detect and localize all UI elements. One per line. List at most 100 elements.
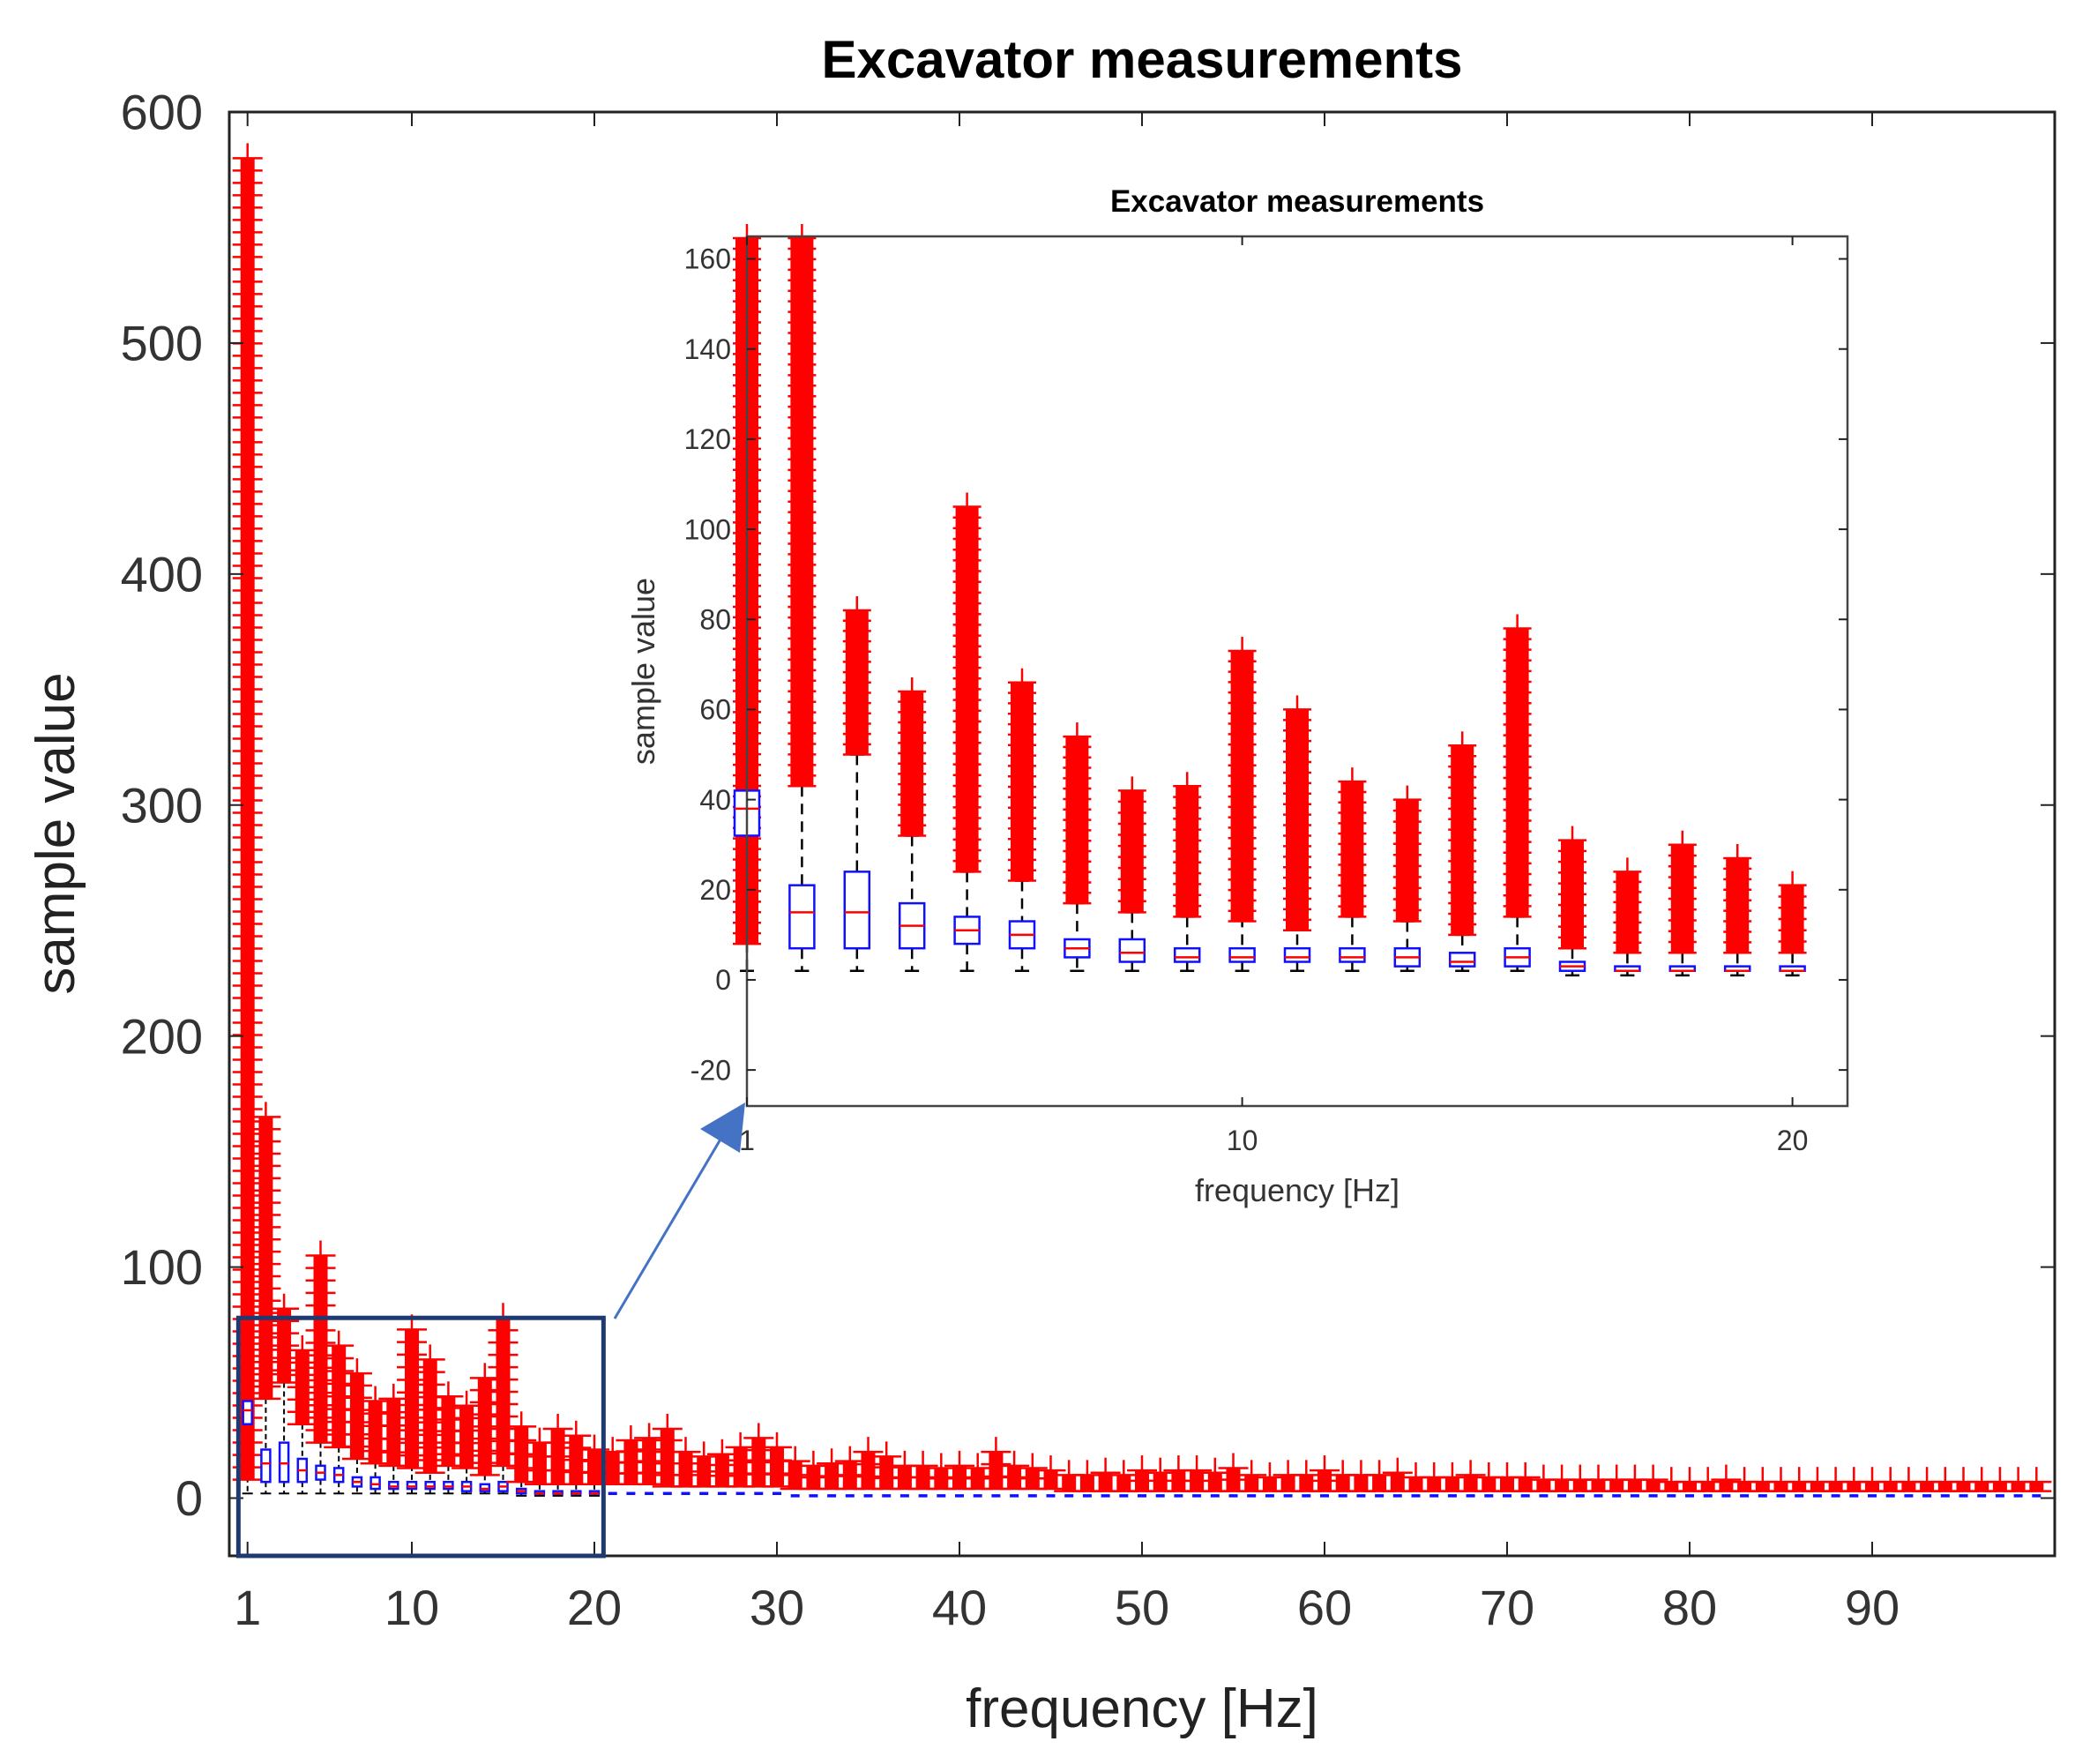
outlier-band (770, 1446, 784, 1487)
outlier-band (1591, 1479, 1606, 1491)
outlier-band (1664, 1482, 1679, 1491)
outlier-band (1427, 1476, 1442, 1491)
outlier-band (1043, 1470, 1058, 1490)
main-x-axis-label: frequency [Hz] (966, 1678, 1318, 1739)
outlier-band (1153, 1472, 1168, 1491)
y-tick-label: 20 (699, 874, 731, 906)
outlier-band (313, 1255, 328, 1443)
x-tick-label: 80 (1662, 1580, 1717, 1635)
box (388, 1480, 399, 1491)
outlier-band (1244, 1475, 1259, 1491)
outlier-band (1726, 858, 1750, 953)
outlier-band (1079, 1475, 1094, 1491)
box (479, 1483, 491, 1492)
box (1228, 946, 1256, 963)
x-tick-label: 30 (750, 1580, 804, 1635)
outlier-band (1792, 1482, 1807, 1491)
y-tick-label: 0 (715, 964, 731, 996)
box (369, 1476, 381, 1491)
main-y-axis-label: sample value (26, 672, 86, 994)
outlier-band (1011, 682, 1034, 881)
outlier-band (1937, 1482, 1952, 1491)
box (1283, 946, 1311, 963)
main-x-ticks: 1 10 20 30 40 50 60 70 80 90 (234, 112, 1900, 1635)
box (1448, 952, 1476, 968)
zoom-arrow-head (700, 1102, 745, 1153)
outlier-band (1956, 1482, 1971, 1491)
outlier-band (1207, 1472, 1222, 1491)
outlier-band (1847, 1482, 1862, 1491)
x-tick-label: 20 (1777, 1125, 1809, 1156)
inset-x-axis-label: frequency [Hz] (1195, 1172, 1400, 1208)
outlier-band (2011, 1482, 2026, 1491)
outlier-band (1683, 1482, 1697, 1491)
outlier-band (879, 1456, 894, 1490)
outlier-band (1286, 709, 1309, 931)
box (1173, 946, 1201, 963)
outlier-band (1810, 1482, 1825, 1491)
x-tick-label: 20 (567, 1580, 622, 1635)
outlier-band (1974, 1482, 1989, 1491)
outlier-band (1572, 1479, 1587, 1491)
outlier-band (1299, 1475, 1314, 1491)
outlier-band (1865, 1482, 1879, 1491)
outlier-band (1120, 790, 1144, 913)
box (1339, 946, 1366, 963)
x-tick-label: 1 (739, 1125, 755, 1156)
x-tick-label: 1 (234, 1580, 261, 1635)
inset-title: Excavator measurements (1110, 184, 1484, 219)
outlier-band (1372, 1475, 1387, 1491)
inset-y-axis-label: sample value (625, 578, 661, 765)
outlier-band (1755, 1482, 1770, 1491)
outlier-band (678, 1452, 693, 1487)
y-tick-label: 0 (175, 1470, 203, 1526)
outlier-band (386, 1398, 401, 1466)
outlier-band (1062, 1475, 1077, 1491)
outlier-band (405, 1329, 419, 1469)
outlier-band (2029, 1482, 2044, 1491)
outlier-band (1555, 1479, 1570, 1491)
outlier-band (1098, 1472, 1113, 1491)
outlier-band (1609, 1479, 1624, 1491)
inset-x-ticks: 1 10 20 (739, 236, 1808, 1156)
y-tick-label: 500 (121, 316, 203, 371)
x-tick-label: 50 (1115, 1580, 1169, 1635)
x-tick-label: 70 (1480, 1580, 1534, 1635)
y-tick-label: 160 (684, 243, 731, 275)
outlier-band (1828, 1482, 1843, 1491)
outlier-band (1262, 1476, 1277, 1491)
outlier-band (587, 1449, 601, 1484)
outlier-band (1390, 1472, 1405, 1491)
y-tick-label: 600 (121, 85, 203, 140)
outlier-band (989, 1452, 1004, 1490)
outlier-band (1920, 1482, 1935, 1491)
y-tick-label: 80 (699, 603, 731, 635)
box (788, 884, 816, 950)
y-tick-label: 300 (121, 777, 203, 833)
outlier-band (733, 1446, 748, 1487)
outlier-band (1627, 1479, 1642, 1491)
outlier-band (1737, 1482, 1752, 1491)
box (843, 871, 871, 950)
outlier-band (1340, 781, 1364, 917)
box (1118, 938, 1146, 963)
outlier-band (861, 1452, 876, 1490)
y-tick-label: 140 (684, 333, 731, 365)
box (260, 1448, 272, 1484)
outlier-band (422, 1359, 437, 1473)
x-tick-label: 10 (1227, 1125, 1258, 1156)
inset-chart: 1 10 20 -20 0 20 40 60 80 100 120 140 160 Excavator… (625, 184, 1849, 1208)
x-tick-label: 60 (1297, 1580, 1352, 1635)
outlier-band (1901, 1482, 1916, 1491)
outlier-band (1773, 1482, 1788, 1491)
outlier-band (258, 1117, 273, 1399)
box (242, 1400, 253, 1425)
outlier-band (1883, 1482, 1898, 1491)
inset-axes-frame (745, 235, 1849, 1108)
y-tick-label: -20 (690, 1054, 731, 1086)
y-tick-label: 100 (121, 1239, 203, 1295)
outlier-band (1354, 1475, 1369, 1491)
main-marks (232, 143, 2052, 1498)
